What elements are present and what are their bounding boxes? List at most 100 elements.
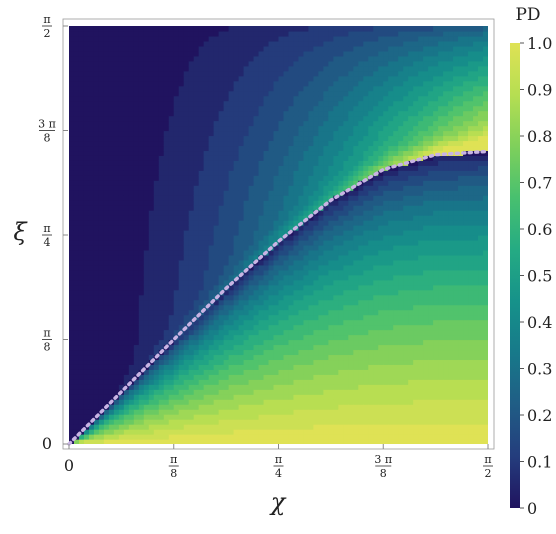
- heatmap-cell: [73, 249, 80, 256]
- heatmap-cell: [313, 160, 320, 166]
- heatmap-cell: [268, 374, 275, 380]
- heatmap-cell: [333, 364, 339, 370]
- heatmap-cell: [178, 80, 185, 87]
- heatmap-cell: [93, 334, 100, 341]
- heatmap-cell: [263, 419, 270, 425]
- heatmap-cell: [193, 110, 200, 117]
- heatmap-cell: [108, 95, 115, 102]
- heatmap-cell: [193, 140, 200, 147]
- heatmap-cell: [103, 419, 110, 425]
- heatmap-cell: [343, 354, 349, 361]
- heatmap-cell: [218, 304, 225, 311]
- heatmap-cell: [173, 424, 180, 430]
- heatmap-cell: [323, 85, 329, 92]
- heatmap-cell: [333, 75, 339, 82]
- heatmap-cell: [198, 419, 205, 425]
- heatmap-cell: [303, 26, 310, 32]
- heatmap-cell: [293, 165, 300, 171]
- heatmap-cell: [238, 65, 245, 72]
- heatmap-cell: [263, 344, 270, 351]
- heatmap-cell: [108, 185, 115, 191]
- heatmap-cell: [268, 424, 275, 430]
- heatmap-cell: [83, 269, 90, 276]
- heatmap-cell: [228, 259, 235, 266]
- heatmap-cell: [123, 419, 130, 425]
- heatmap-cell: [153, 429, 160, 435]
- heatmap-cell: [148, 210, 155, 216]
- heatmap-cell: [278, 379, 285, 385]
- heatmap-cell: [123, 125, 130, 132]
- heatmap-cell: [233, 284, 240, 291]
- heatmap-cell: [198, 60, 205, 67]
- heatmap-cell: [358, 135, 364, 142]
- heatmap-cell: [118, 424, 125, 430]
- heatmap-cell: [223, 419, 230, 425]
- heatmap-cell: [198, 329, 205, 336]
- heatmap-cell: [198, 394, 205, 400]
- heatmap-cell: [248, 304, 255, 311]
- heatmap-cell: [298, 70, 305, 77]
- heatmap-cell: [118, 344, 125, 351]
- heatmap-cell: [353, 434, 359, 440]
- heatmap-cell: [338, 324, 344, 331]
- heatmap-cell: [133, 145, 140, 152]
- heatmap-cell: [353, 244, 359, 251]
- heatmap-cell: [363, 399, 369, 405]
- heatmap-cell: [178, 264, 185, 271]
- heatmap-cell: [83, 55, 90, 62]
- heatmap-cell: [123, 334, 130, 341]
- heatmap-cell: [163, 264, 170, 271]
- heatmap-cell: [128, 65, 135, 72]
- heatmap-cell: [343, 130, 349, 137]
- heatmap-cell: [283, 135, 290, 142]
- heatmap-cell: [278, 45, 285, 52]
- heatmap-cell: [148, 185, 155, 191]
- heatmap-cell: [348, 105, 354, 112]
- heatmap-cell: [228, 329, 235, 336]
- heatmap-cell: [228, 95, 235, 102]
- heatmap-cell: [78, 254, 85, 261]
- heatmap-cell: [278, 230, 285, 236]
- heatmap-cell: [353, 125, 359, 132]
- heatmap-cell: [143, 200, 150, 206]
- heatmap-cell: [118, 274, 125, 281]
- heatmap-cell: [353, 399, 359, 405]
- heatmap-cell: [218, 145, 225, 152]
- heatmap-cell: [308, 35, 315, 42]
- heatmap-cell: [183, 364, 190, 370]
- heatmap-cell: [88, 185, 95, 191]
- heatmap-cell: [158, 130, 165, 137]
- heatmap-cell: [213, 110, 220, 117]
- heatmap-cell: [113, 195, 120, 201]
- heatmap-cell: [158, 239, 165, 246]
- heatmap-cell: [188, 264, 195, 271]
- heatmap-cell: [138, 254, 145, 261]
- heatmap-cell: [288, 135, 295, 142]
- heatmap-cell: [78, 309, 85, 316]
- heatmap-cell: [128, 105, 135, 112]
- heatmap-cell: [133, 389, 140, 395]
- heatmap-cell: [258, 85, 265, 92]
- heatmap-cell: [178, 339, 185, 346]
- heatmap-cell: [93, 165, 100, 171]
- heatmap-cell: [338, 354, 344, 361]
- heatmap-cell: [88, 135, 95, 142]
- heatmap-cell: [93, 329, 100, 336]
- heatmap-cell: [233, 215, 240, 221]
- heatmap-cell: [348, 339, 354, 346]
- heatmap-cell: [93, 190, 100, 196]
- heatmap-cell: [308, 225, 315, 231]
- heatmap-cell: [213, 200, 220, 206]
- heatmap-cell: [358, 284, 364, 291]
- heatmap-cell: [73, 185, 80, 191]
- heatmap-cell: [313, 339, 320, 346]
- heatmap-cell: [148, 220, 155, 226]
- heatmap-cell: [133, 190, 140, 196]
- heatmap-cell: [143, 269, 150, 276]
- heatmap-cell: [103, 239, 110, 246]
- heatmap-cell: [198, 190, 205, 196]
- heatmap-cell: [293, 314, 300, 321]
- heatmap-cell: [69, 80, 75, 87]
- heatmap-cell: [103, 414, 110, 420]
